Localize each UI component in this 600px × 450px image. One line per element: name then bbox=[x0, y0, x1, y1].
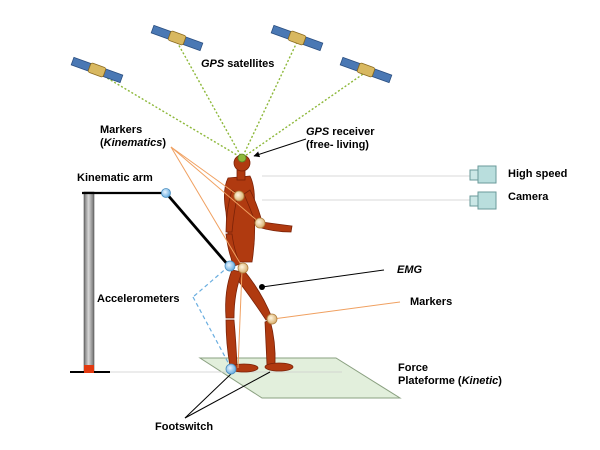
satellite-icon bbox=[339, 56, 393, 84]
camera-icon bbox=[469, 165, 497, 184]
label-gps-satellites: GPS satellites bbox=[201, 58, 275, 70]
footswitch-link-lines bbox=[184, 371, 271, 419]
marker-knee bbox=[266, 313, 278, 325]
emg-sensor bbox=[259, 284, 265, 290]
label-camera: Camera bbox=[508, 191, 549, 203]
satellite-icon bbox=[150, 24, 204, 52]
marker-shoulder bbox=[233, 190, 245, 202]
gps-signal-lines bbox=[96, 41, 367, 159]
marker-hip bbox=[237, 262, 249, 274]
kinematic-arm bbox=[70, 188, 230, 373]
human-figure bbox=[224, 154, 294, 373]
marker-link-lines bbox=[170, 146, 401, 369]
label-emg: EMG bbox=[397, 264, 423, 276]
label-gps-receiver: GPS receiver (free- living) bbox=[306, 126, 375, 151]
label-force-platform: Force Plateforme (Kinetic) bbox=[398, 362, 502, 387]
accelerometer-link-lines bbox=[192, 265, 232, 369]
marker-elbow bbox=[254, 217, 266, 229]
joint-markers bbox=[224, 190, 278, 375]
camera-icon bbox=[469, 191, 497, 210]
camera-sight-lines bbox=[262, 175, 472, 201]
label-footswitch: Footswitch bbox=[155, 421, 214, 433]
emg-link-line bbox=[261, 269, 385, 288]
label-markers: Markers bbox=[410, 296, 453, 308]
label-high-speed: High speed bbox=[508, 168, 568, 180]
satellite-icon bbox=[270, 24, 324, 52]
satellite-icon bbox=[70, 56, 124, 84]
accelerometer-foot bbox=[225, 363, 237, 375]
label-kinematic-arm: Kinematic arm bbox=[77, 172, 153, 184]
accelerometer-hip bbox=[224, 260, 236, 272]
label-markers-kinematics: Markers (Kinematics) bbox=[100, 124, 167, 149]
gps-receiver-arrow bbox=[253, 138, 307, 158]
gps-receiver-dot bbox=[237, 153, 247, 163]
label-accelerometers: Accelerometers bbox=[97, 293, 180, 305]
